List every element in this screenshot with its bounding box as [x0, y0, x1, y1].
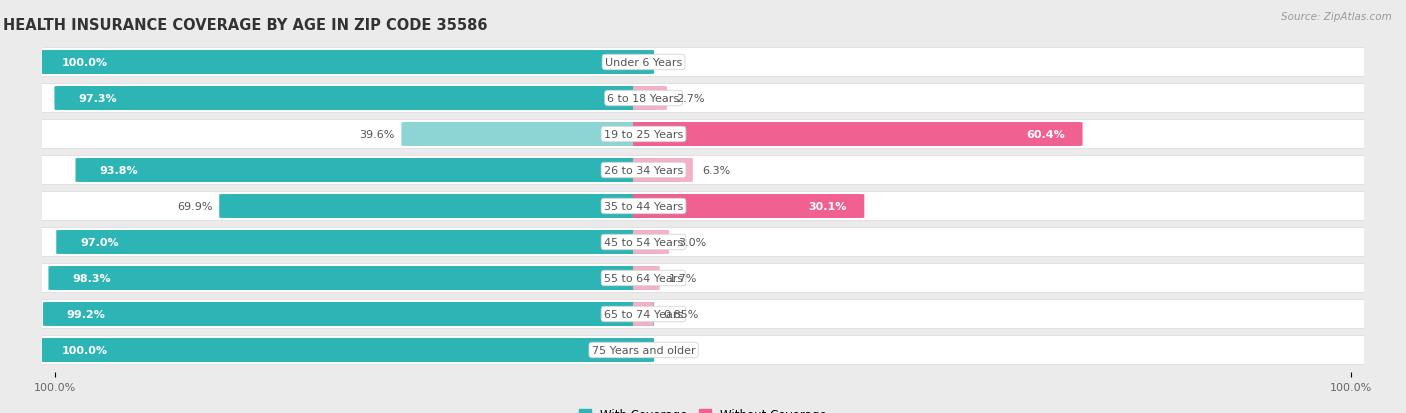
FancyBboxPatch shape — [22, 264, 1384, 293]
Text: 98.3%: 98.3% — [72, 273, 111, 283]
FancyBboxPatch shape — [22, 336, 1384, 365]
FancyBboxPatch shape — [56, 230, 654, 254]
Text: 97.3%: 97.3% — [79, 94, 117, 104]
FancyBboxPatch shape — [633, 87, 666, 111]
FancyBboxPatch shape — [38, 338, 654, 362]
Text: 6 to 18 Years: 6 to 18 Years — [607, 94, 679, 104]
FancyBboxPatch shape — [38, 51, 654, 75]
FancyBboxPatch shape — [22, 156, 1384, 185]
Text: 65 to 74 Years: 65 to 74 Years — [605, 309, 683, 319]
FancyBboxPatch shape — [22, 300, 1384, 329]
FancyBboxPatch shape — [633, 266, 659, 290]
Text: 100.0%: 100.0% — [62, 345, 108, 355]
FancyBboxPatch shape — [22, 84, 1384, 113]
Text: 19 to 25 Years: 19 to 25 Years — [605, 130, 683, 140]
Text: 55 to 64 Years: 55 to 64 Years — [605, 273, 683, 283]
Text: 2.7%: 2.7% — [676, 94, 704, 104]
Text: 69.9%: 69.9% — [177, 202, 212, 211]
Text: 45 to 54 Years: 45 to 54 Years — [605, 237, 683, 247]
Text: 3.0%: 3.0% — [678, 237, 707, 247]
FancyBboxPatch shape — [633, 230, 669, 254]
Text: 30.1%: 30.1% — [808, 202, 848, 211]
Text: 93.8%: 93.8% — [100, 166, 138, 176]
FancyBboxPatch shape — [48, 266, 654, 290]
FancyBboxPatch shape — [22, 120, 1384, 149]
FancyBboxPatch shape — [219, 195, 654, 218]
FancyBboxPatch shape — [76, 159, 654, 183]
Text: 6.3%: 6.3% — [702, 166, 730, 176]
FancyBboxPatch shape — [44, 302, 654, 326]
Text: 1.7%: 1.7% — [669, 273, 697, 283]
FancyBboxPatch shape — [633, 302, 654, 326]
Text: 60.4%: 60.4% — [1026, 130, 1066, 140]
Text: HEALTH INSURANCE COVERAGE BY AGE IN ZIP CODE 35586: HEALTH INSURANCE COVERAGE BY AGE IN ZIP … — [3, 18, 486, 33]
Text: 75 Years and older: 75 Years and older — [592, 345, 696, 355]
Legend: With Coverage, Without Coverage: With Coverage, Without Coverage — [574, 403, 832, 413]
FancyBboxPatch shape — [22, 48, 1384, 77]
Text: 39.6%: 39.6% — [360, 130, 395, 140]
FancyBboxPatch shape — [22, 228, 1384, 257]
Text: 0.85%: 0.85% — [662, 309, 699, 319]
Text: 99.2%: 99.2% — [67, 309, 105, 319]
Text: 26 to 34 Years: 26 to 34 Years — [605, 166, 683, 176]
Text: 35 to 44 Years: 35 to 44 Years — [605, 202, 683, 211]
Text: Source: ZipAtlas.com: Source: ZipAtlas.com — [1281, 12, 1392, 22]
FancyBboxPatch shape — [633, 123, 1083, 147]
FancyBboxPatch shape — [633, 195, 865, 218]
Text: 97.0%: 97.0% — [80, 237, 118, 247]
FancyBboxPatch shape — [55, 87, 654, 111]
Text: Under 6 Years: Under 6 Years — [605, 58, 682, 68]
FancyBboxPatch shape — [402, 123, 654, 147]
FancyBboxPatch shape — [22, 192, 1384, 221]
FancyBboxPatch shape — [633, 159, 693, 183]
Text: 100.0%: 100.0% — [62, 58, 108, 68]
